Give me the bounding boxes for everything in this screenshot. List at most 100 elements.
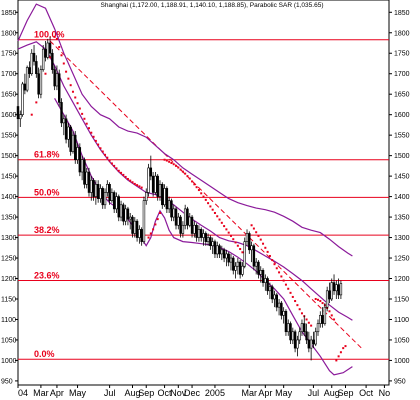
candle-body-37 xyxy=(101,188,104,206)
candle-body-135 xyxy=(325,290,329,308)
candle-body-93 xyxy=(229,257,233,263)
candle-body-102 xyxy=(250,245,253,251)
sar-dot-88 xyxy=(257,234,260,237)
candle-body-19 xyxy=(60,102,63,124)
x-tick-label-0: 04 xyxy=(18,388,28,398)
candle-body-31 xyxy=(87,171,91,193)
candle-body-28 xyxy=(80,159,84,173)
sar-dot-42 xyxy=(138,185,141,188)
sar-dot-54 xyxy=(172,163,175,166)
sar-dot-72 xyxy=(213,211,216,214)
y-tick-label-left-1700: 1700 xyxy=(1,71,17,78)
sar-dot-26 xyxy=(101,150,104,153)
x-tick-label-15: Aug xyxy=(324,388,340,398)
y-tick-label-left-1300: 1300 xyxy=(1,235,17,242)
candle-body-53 xyxy=(138,229,141,238)
sar-dot-25 xyxy=(99,147,102,150)
x-tick-label-2: Apr xyxy=(50,388,64,398)
sar-dot-58 xyxy=(181,170,184,173)
candle-body-115 xyxy=(280,302,283,316)
sar-dot-93 xyxy=(268,254,271,257)
sar-dot-52 xyxy=(168,160,171,163)
sar-dot-91 xyxy=(264,246,267,249)
sar-dot-59 xyxy=(184,172,187,175)
candle-body-48 xyxy=(126,208,130,220)
candle-body-113 xyxy=(275,294,278,308)
candle-body-122 xyxy=(296,339,299,349)
sar-dot-71 xyxy=(211,208,214,211)
y-tick-label-1850: 1850 xyxy=(394,10,410,17)
candle-body-73 xyxy=(183,208,187,226)
candle-body-62 xyxy=(158,184,162,197)
candle-body-123 xyxy=(298,331,301,341)
candle-body-29 xyxy=(83,159,86,185)
sar-dot-62 xyxy=(191,180,194,183)
candle-body-24 xyxy=(71,134,75,152)
sar-dot-24 xyxy=(97,143,100,146)
sar-dot-63 xyxy=(193,183,196,186)
y-tick-label-left-1150: 1150 xyxy=(1,296,16,303)
sar-dot-64 xyxy=(195,186,198,189)
candle-body-110 xyxy=(268,286,272,292)
candle-body-82 xyxy=(204,233,208,242)
candle-body-139 xyxy=(335,284,338,292)
y-tick-label-left-1400: 1400 xyxy=(1,194,17,201)
sar-dot-66 xyxy=(200,192,203,195)
candle-body-116 xyxy=(282,310,285,316)
candle-body-51 xyxy=(133,220,137,234)
sar-dot-35 xyxy=(122,173,125,176)
candle-body-17 xyxy=(55,73,59,87)
sar-dot-8 xyxy=(60,54,63,57)
candle-body-49 xyxy=(129,216,132,220)
candle-body-43 xyxy=(115,196,118,210)
sar-dot-113 xyxy=(317,298,320,301)
sar-dot-92 xyxy=(266,250,269,253)
candle-body-114 xyxy=(277,302,281,308)
y-tick-label-1600: 1600 xyxy=(394,112,410,119)
sar-dot-107 xyxy=(300,312,303,315)
sar-dot-1 xyxy=(35,101,38,104)
sar-dot-22 xyxy=(92,135,95,138)
sar-dot-13 xyxy=(71,90,74,93)
sar-dot-118 xyxy=(328,310,331,313)
candle-body-136 xyxy=(328,290,331,300)
y-tick-label-left-1000: 1000 xyxy=(1,358,17,365)
candle-body-104 xyxy=(254,261,258,267)
sar-dot-56 xyxy=(177,166,180,169)
sar-dot-6 xyxy=(55,37,58,40)
candle-body-57 xyxy=(147,167,150,193)
candle-body-99 xyxy=(243,241,246,267)
sar-dot-82 xyxy=(236,244,239,247)
sar-dot-67 xyxy=(202,195,205,198)
candle-body-112 xyxy=(273,294,276,300)
sar-dot-14 xyxy=(74,96,77,99)
candle-body-71 xyxy=(179,216,182,234)
candle-body-21 xyxy=(64,118,68,140)
candle-body-40 xyxy=(108,184,111,201)
candle-body-128 xyxy=(309,339,313,349)
sar-dot-32 xyxy=(115,167,118,170)
sar-dot-17 xyxy=(81,112,84,115)
candle-body-15 xyxy=(51,52,54,70)
candle-body-103 xyxy=(252,245,256,267)
sar-dot-38 xyxy=(129,179,132,182)
sar-dot-112 xyxy=(314,297,317,300)
candle-body-20 xyxy=(62,118,66,124)
candle-body-137 xyxy=(330,282,333,300)
candle-body-68 xyxy=(172,208,175,218)
sar-dot-45 xyxy=(149,232,152,235)
sar-dot-48 xyxy=(156,218,159,221)
sar-dot-3 xyxy=(44,72,47,75)
x-tick-label-6: Sep xyxy=(138,388,154,398)
candle-body-124 xyxy=(300,323,304,333)
candle-body-94 xyxy=(232,257,235,271)
sar-dot-122 xyxy=(337,355,340,358)
sar-dot-104 xyxy=(294,300,297,303)
candle-body-55 xyxy=(142,200,146,242)
sar-dot-40 xyxy=(133,182,136,185)
sar-dot-103 xyxy=(291,295,294,298)
y-tick-label-1500: 1500 xyxy=(394,153,410,160)
fib-label-3: 38.2% xyxy=(34,225,60,235)
candle-body-119 xyxy=(289,323,292,341)
candle-body-33 xyxy=(92,179,95,197)
